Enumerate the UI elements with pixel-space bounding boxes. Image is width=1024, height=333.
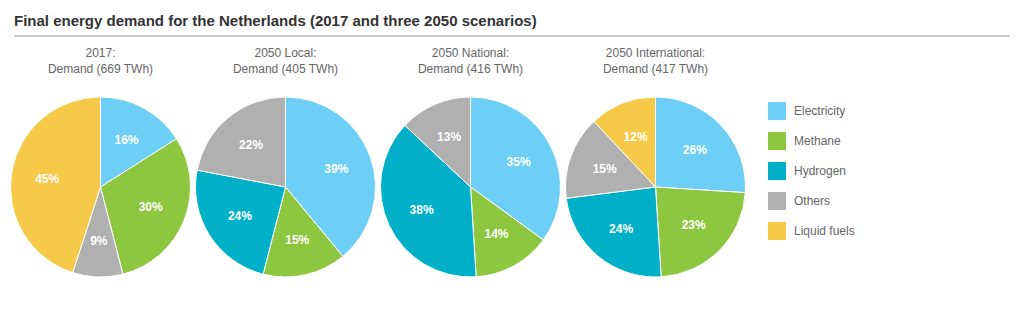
html-text:Methane: Methane (794, 134, 841, 148)
svg-text:9%: 9% (90, 234, 108, 248)
svg-text:14%: 14% (484, 227, 508, 241)
svg-text:24%: 24% (609, 222, 633, 236)
svg-text:23%: 23% (682, 218, 706, 232)
svg-text:16%: 16% (114, 133, 138, 147)
svg-text:15%: 15% (285, 233, 309, 247)
svg-text:26%: 26% (683, 143, 707, 157)
html-text:2017:: 2017: (85, 46, 116, 60)
html-text:Liquid fuels: Liquid fuels (794, 224, 855, 238)
html-text:Demand (669 TWh): Demand (669 TWh) (47, 62, 154, 76)
svg-text:45%: 45% (35, 172, 59, 186)
svg-text:35%: 35% (507, 155, 531, 169)
html-text:Demand (405 TWh): Demand (405 TWh) (232, 62, 339, 76)
svg-text:30%: 30% (139, 200, 163, 214)
html-text:Electricity: Electricity (794, 104, 846, 118)
html-text:2050 Local:: 2050 Local: (254, 46, 317, 60)
svg-text:39%: 39% (324, 162, 348, 176)
html-text:Demand (416 TWh): Demand (416 TWh) (417, 62, 524, 76)
svg-text:38%: 38% (410, 203, 434, 217)
html-text:Hydrogen: Hydrogen (794, 164, 846, 178)
html-text:2050 International:: 2050 International: (605, 46, 706, 60)
svg-text:15%: 15% (593, 162, 617, 176)
html-text:Others: Others (794, 194, 830, 208)
svg-text:22%: 22% (239, 138, 263, 152)
svg-text:13%: 13% (437, 130, 461, 144)
svg-text:12%: 12% (624, 130, 648, 144)
html-text:Final energy demand for the Ne: Final energy demand for the Netherlands … (14, 12, 537, 29)
html-text:Demand (417 TWh): Demand (417 TWh) (602, 62, 709, 76)
svg-text:24%: 24% (228, 209, 252, 223)
html-text:2050 National:: 2050 National: (431, 46, 510, 60)
